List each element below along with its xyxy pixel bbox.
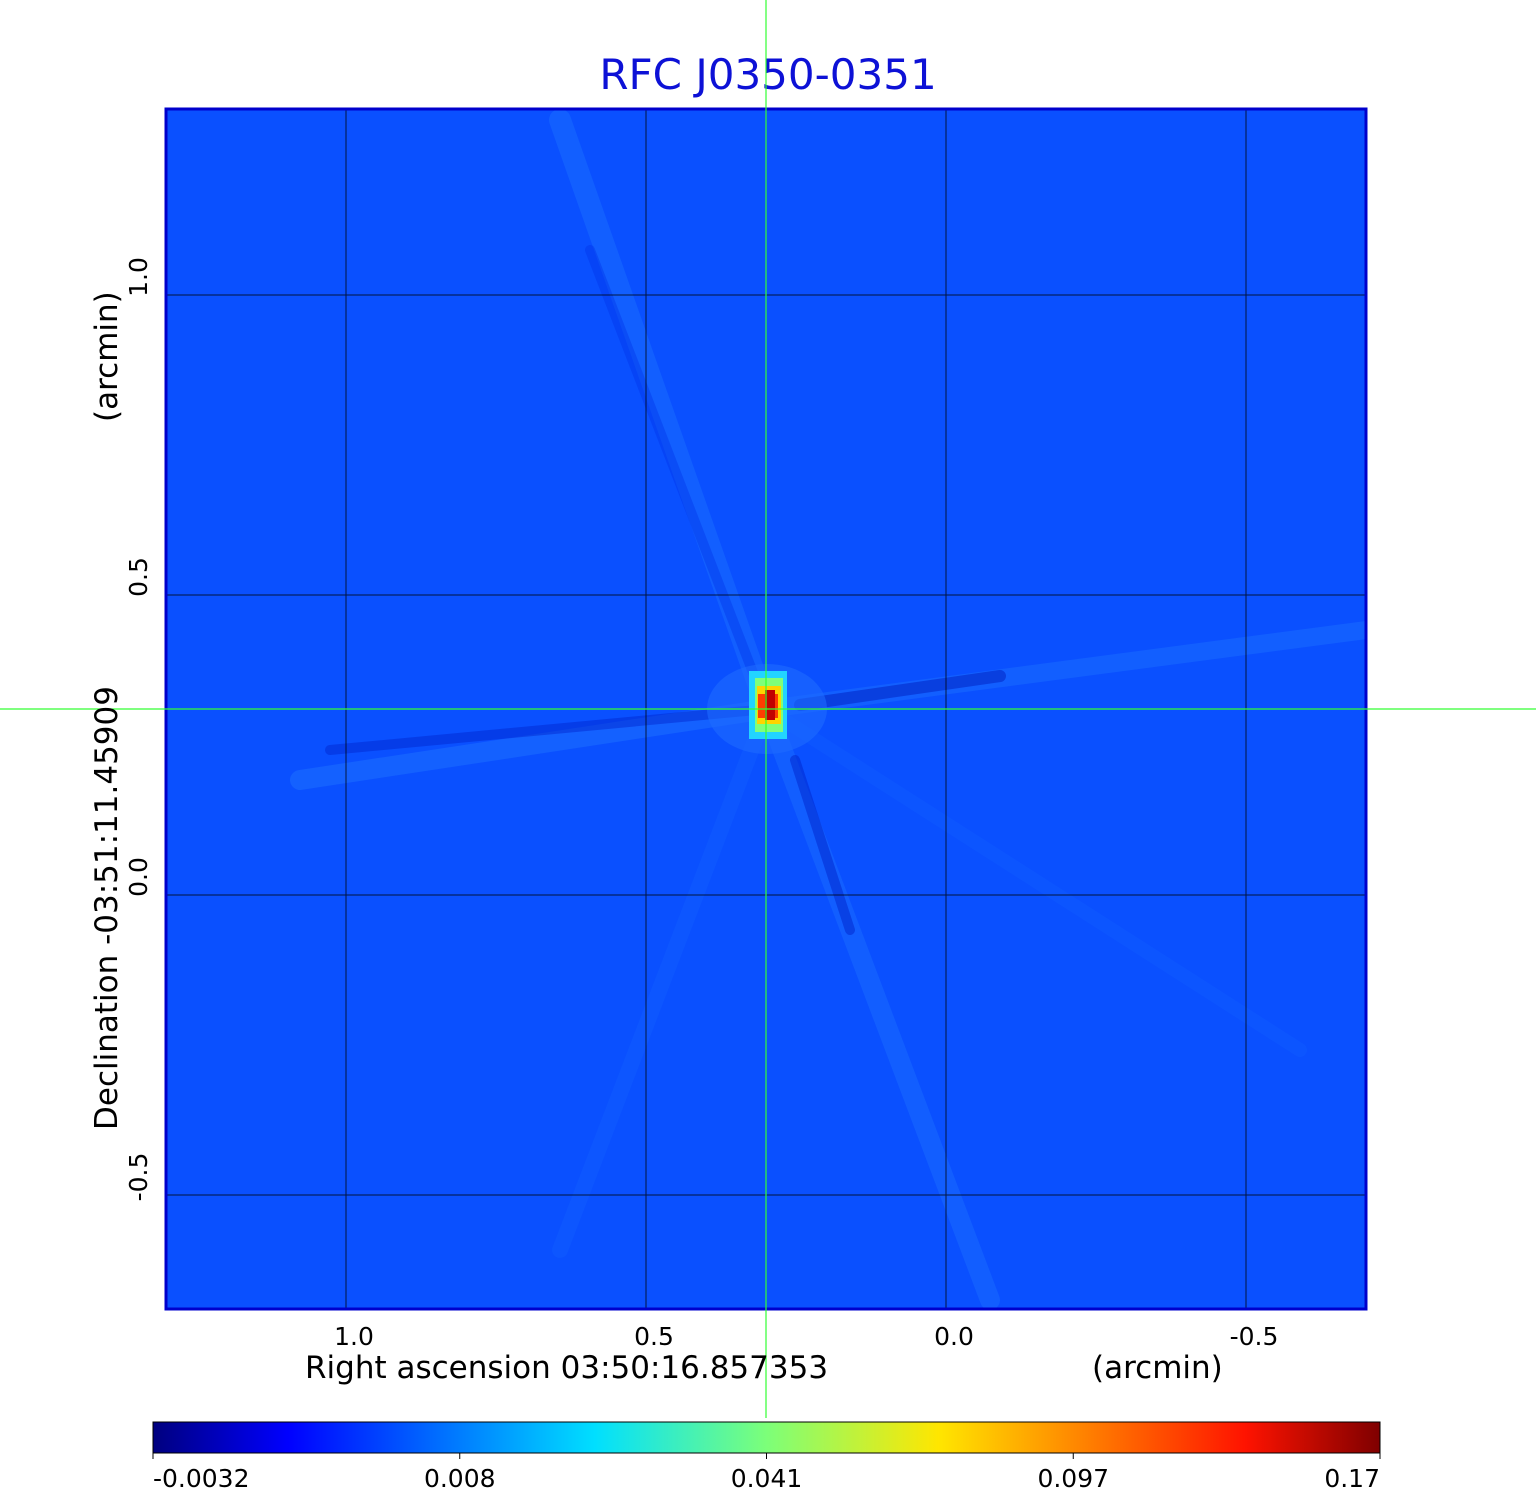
peak-source — [749, 671, 787, 739]
y-tick-label: 0.0 — [124, 857, 153, 897]
streak-2 — [585, 245, 772, 714]
crosshair — [0, 0, 1536, 1418]
y-axis-unit: (arcmin) — [89, 291, 125, 422]
y-tick-label: 0.5 — [124, 557, 153, 597]
streak-6 — [794, 670, 1006, 711]
chart-title: RFC J0350-0351 — [599, 50, 937, 99]
colorbar-tick-label: 0.097 — [1037, 1464, 1109, 1493]
x-axis-label: Right ascension 03:50:16.857353 — [305, 1350, 828, 1386]
streak-1 — [549, 109, 778, 720]
y-axis-label: Declination -03:51:11.45909 — [89, 686, 125, 1130]
colorbar-tick-label: 0.008 — [424, 1464, 496, 1493]
streak-9 — [552, 701, 775, 1258]
x-tick-label: 0.0 — [934, 1322, 974, 1351]
y-tick-label: 1.0 — [124, 257, 153, 297]
image-features — [290, 109, 1366, 1309]
streak-3 — [290, 699, 777, 790]
streak-4 — [325, 704, 772, 755]
streak-7 — [757, 699, 1000, 1309]
streak-8 — [790, 755, 855, 935]
x-tick-label: 1.0 — [334, 1322, 374, 1351]
colorbar-tick-label: 0.041 — [731, 1464, 803, 1493]
x-tick-label: 0.5 — [634, 1322, 674, 1351]
y-tick-label: -0.5 — [124, 1153, 153, 1202]
colorbar — [152, 1421, 1381, 1454]
colorbar-tick-labels: -0.0032 0.008 0.041 0.097 0.17 — [152, 1453, 1381, 1493]
x-tick-labels: 1.0 0.5 0.0 -0.5 — [334, 1322, 1278, 1351]
colorbar-tick-label: -0.0032 — [153, 1464, 250, 1493]
x-tick-label: -0.5 — [1230, 1322, 1279, 1351]
colorbar-tick-label: 0.17 — [1324, 1464, 1380, 1493]
streak-10 — [760, 702, 1307, 1057]
y-tick-labels: 1.0 0.5 0.0 -0.5 — [124, 257, 153, 1201]
x-axis-unit: (arcmin) — [1092, 1350, 1223, 1386]
